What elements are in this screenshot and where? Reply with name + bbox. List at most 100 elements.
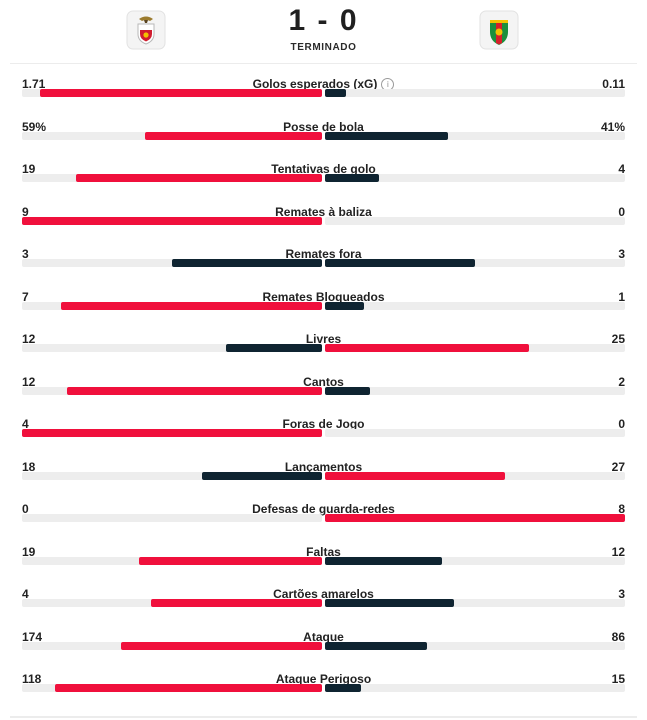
- away-bar-fill: [325, 684, 361, 692]
- away-bar-track: [325, 556, 625, 565]
- stat-label: Remates fora: [0, 247, 647, 261]
- header-divider: [10, 63, 637, 64]
- away-bar-fill: [325, 131, 448, 140]
- away-bar-fill: [325, 386, 370, 395]
- home-value: 4: [22, 417, 29, 431]
- away-bar-fill: [325, 641, 427, 650]
- away-bar-track: [325, 684, 625, 692]
- away-bar-fill: [325, 301, 364, 310]
- home-bar-fill: [55, 684, 322, 692]
- home-bar-track: [22, 429, 322, 437]
- stat-row: 0 Defesas de guarda-redes 8: [0, 502, 647, 542]
- stat-label: Posse de bola: [0, 120, 647, 134]
- away-value: 12: [611, 544, 625, 559]
- home-bar-track: [22, 344, 322, 352]
- stat-row: 9 Remates à baliza 0: [0, 205, 647, 245]
- stat-label-text: Defesas de guarda-redes: [252, 502, 395, 516]
- match-status: TERMINADO: [290, 42, 357, 53]
- stat-row: 3 Remates fora 3: [0, 247, 647, 287]
- away-value: 27: [611, 459, 625, 474]
- stat-row: 7 Remates Bloqueados 1: [0, 290, 647, 330]
- stat-row: 12 Livres 25: [0, 332, 647, 372]
- stat-label: Ataque: [0, 630, 647, 644]
- stat-label: Cartões amarelos: [0, 587, 647, 601]
- away-bar-fill: [325, 89, 346, 97]
- away-value: 25: [611, 332, 625, 346]
- stat-label: Ataque Perigoso: [0, 672, 647, 686]
- home-bar-track: [22, 386, 322, 395]
- home-bar-track: [22, 89, 322, 97]
- away-bar-fill: [325, 174, 379, 182]
- stat-label-text: Posse de bola: [283, 119, 364, 134]
- away-bar-fill: [325, 344, 529, 352]
- away-value: 1: [618, 289, 625, 304]
- stat-label-text: Remates Bloqueados: [262, 289, 385, 304]
- home-bar-fill: [22, 216, 322, 225]
- home-bar-track: [22, 471, 322, 480]
- home-value: 18: [22, 459, 36, 474]
- stat-label-text: Remates à baliza: [275, 204, 372, 219]
- away-value: 3: [618, 247, 625, 261]
- stat-label-text: Tentativas de golo: [271, 162, 376, 176]
- away-bar-track: [325, 174, 625, 182]
- away-bar-track: [325, 216, 625, 225]
- stat-row: 18 Lançamentos 27: [0, 460, 647, 500]
- home-bar-fill: [76, 174, 322, 182]
- away-bar-track: [325, 259, 625, 267]
- stat-row: 1.71 Golos esperados (xG) i 0.11: [0, 77, 647, 117]
- away-value: 0: [618, 417, 625, 431]
- home-bar-fill: [172, 259, 322, 267]
- away-value: 0.11: [602, 77, 625, 91]
- home-value: 19: [22, 162, 36, 176]
- home-bar-track: [22, 216, 322, 225]
- home-bar-fill: [151, 599, 322, 607]
- stat-label-text: Faltas: [306, 544, 341, 559]
- away-bar-fill: [325, 471, 505, 480]
- stat-row: 4 Cartões amarelos 3: [0, 587, 647, 627]
- stat-label-text: Foras de Jogo: [282, 417, 365, 431]
- benfica-crest-icon[interactable]: [126, 10, 166, 50]
- away-value: 2: [618, 374, 625, 389]
- away-value: 86: [611, 629, 625, 644]
- home-bar-fill: [202, 471, 322, 480]
- home-bar-track: [22, 599, 322, 607]
- away-bar-track: [325, 514, 625, 522]
- estrela-amadora-crest-icon[interactable]: [479, 10, 519, 50]
- away-bar-fill: [325, 556, 442, 565]
- home-bar-track: [22, 259, 322, 267]
- home-bar-fill: [40, 89, 322, 97]
- home-value: 7: [22, 289, 29, 304]
- away-bar-track: [325, 429, 625, 437]
- home-bar-track: [22, 684, 322, 692]
- away-value: 8: [618, 502, 625, 516]
- home-bar-track: [22, 301, 322, 310]
- home-value: 12: [22, 374, 36, 389]
- away-value: 3: [618, 587, 625, 601]
- stat-label-text: Cartões amarelos: [273, 587, 374, 601]
- away-bar-track: [325, 641, 625, 650]
- away-bar-fill: [325, 514, 625, 522]
- home-bar-track: [22, 641, 322, 650]
- home-bar-fill: [22, 429, 322, 437]
- stat-row: 19 Tentativas de golo 4: [0, 162, 647, 202]
- stat-row: 19 Faltas 12: [0, 545, 647, 585]
- away-value: 4: [618, 162, 625, 176]
- stat-label: Remates Bloqueados: [0, 290, 647, 304]
- stat-label: Defesas de guarda-redes: [0, 502, 647, 516]
- stat-label: Tentativas de golo: [0, 162, 647, 176]
- home-value: 12: [22, 332, 36, 346]
- home-value: 59%: [22, 119, 47, 134]
- match-score: 1 - 0: [288, 4, 359, 37]
- stat-label: Cantos: [0, 375, 647, 389]
- stat-row: 4 Foras de Jogo 0: [0, 417, 647, 457]
- stat-label: Lançamentos: [0, 460, 647, 474]
- away-bar-track: [325, 471, 625, 480]
- stat-label-text: Ataque: [303, 629, 344, 644]
- home-value: 3: [22, 247, 29, 261]
- away-bar-track: [325, 301, 625, 310]
- stat-label-text: Lançamentos: [284, 459, 363, 474]
- home-bar-fill: [61, 301, 322, 310]
- home-bar-fill: [67, 386, 322, 395]
- stat-row: 118 Ataque Perigoso 15: [0, 672, 647, 712]
- stat-label-text: Ataque Perigoso: [275, 672, 372, 686]
